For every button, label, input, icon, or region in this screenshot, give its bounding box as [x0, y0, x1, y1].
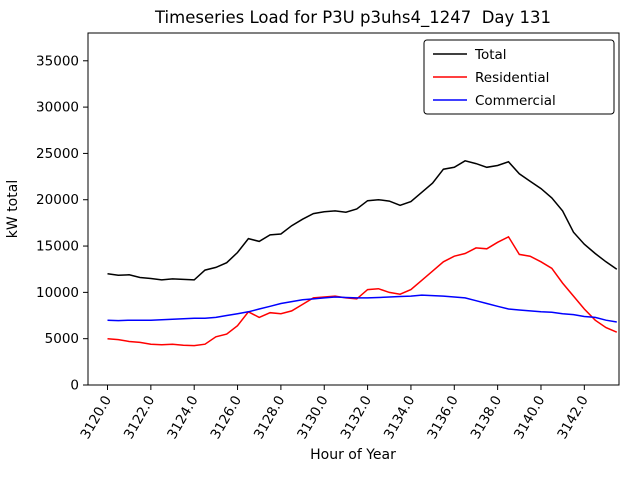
- x-axis-label: Hour of Year: [310, 447, 396, 463]
- y-tick-label: 10000: [36, 285, 79, 301]
- legend-entries: Total Residential Commercial: [433, 47, 556, 109]
- series-line-residential: [107, 235, 618, 347]
- series-line-total: [107, 159, 618, 281]
- y-axis-label: kW total: [5, 180, 21, 238]
- legend-label-residential: Residential: [475, 70, 549, 86]
- y-tick-label: 0: [70, 378, 79, 394]
- y-tick-label: 15000: [36, 239, 79, 255]
- y-tick-label: 25000: [36, 146, 79, 162]
- y-tick-label: 30000: [36, 100, 79, 116]
- legend-label-commercial: Commercial: [475, 93, 556, 109]
- legend-box: [423, 39, 615, 115]
- y-tick-label: 5000: [45, 331, 79, 347]
- y-tick-label: 35000: [36, 53, 79, 69]
- y-tick-label: 20000: [36, 192, 79, 208]
- legend: Total Residential Commercial: [423, 39, 615, 115]
- chart-title: Timeseries Load for P3U p3uhs4_1247 Day …: [154, 8, 551, 28]
- legend-label-total: Total: [474, 47, 507, 63]
- series-lines: [107, 159, 618, 347]
- series-line-commercial: [107, 294, 617, 323]
- y-axis: 0 5000 10000 15000 20000 25000 30000 35000: [36, 53, 88, 394]
